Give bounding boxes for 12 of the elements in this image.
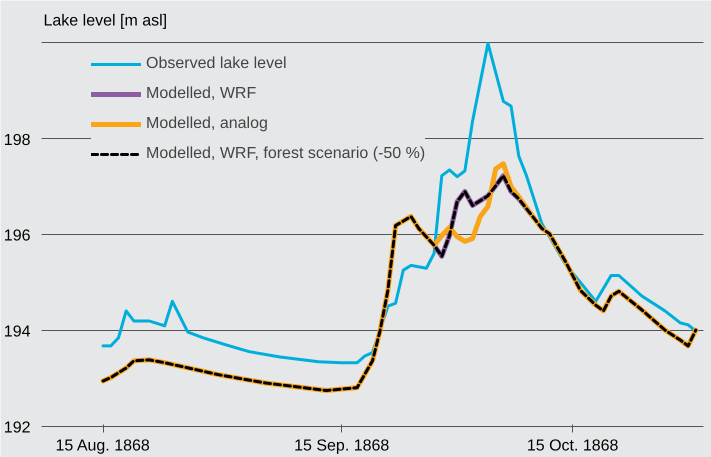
y-tick-label: 198 bbox=[4, 132, 31, 149]
legend-label: Observed lake level bbox=[146, 55, 287, 73]
y-tick-label: 196 bbox=[4, 228, 31, 245]
legend-label: Modelled, analog bbox=[146, 115, 268, 133]
x-tick-label: 15 Aug. 1868 bbox=[55, 438, 150, 454]
y-axis-title: Lake level [m asl] bbox=[44, 12, 168, 30]
x-tick-label: 15 Oct. 1868 bbox=[526, 438, 619, 454]
x-tick-label: 15 Sep. 1868 bbox=[294, 438, 390, 454]
legend-label: Modelled, WRF, forest scenario (-50 %) bbox=[146, 145, 426, 163]
legend-label: Modelled, WRF bbox=[146, 85, 256, 103]
y-tick-label: 194 bbox=[4, 324, 31, 341]
y-tick-label: 192 bbox=[4, 420, 31, 436]
